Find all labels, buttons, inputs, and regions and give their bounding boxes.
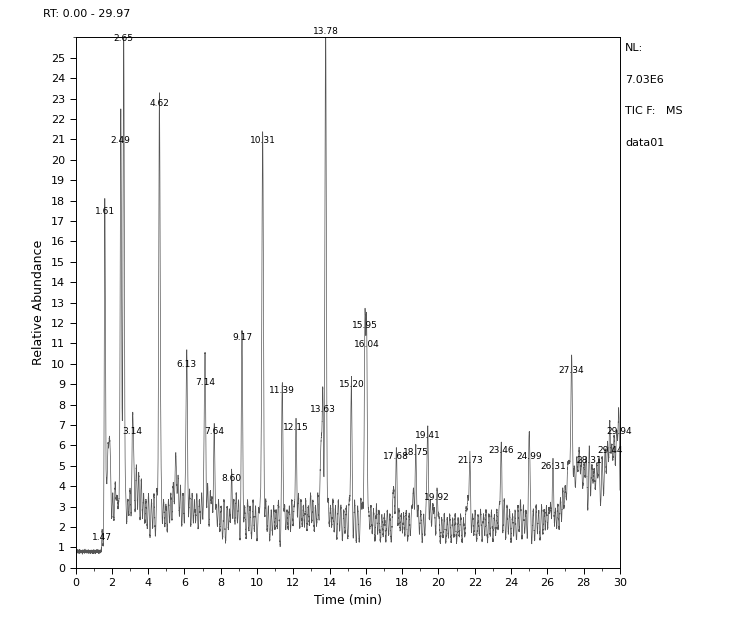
Text: 6.13: 6.13: [177, 360, 197, 369]
X-axis label: Time (min): Time (min): [314, 594, 382, 607]
Text: TIC F:   MS: TIC F: MS: [625, 107, 683, 117]
Text: 3.14: 3.14: [122, 427, 143, 436]
Text: 1.47: 1.47: [92, 534, 113, 542]
Text: 4.62: 4.62: [150, 99, 169, 108]
Text: 2.65: 2.65: [113, 34, 134, 42]
Text: 27.34: 27.34: [559, 366, 584, 375]
Text: 7.14: 7.14: [195, 378, 215, 388]
Text: 21.73: 21.73: [457, 456, 483, 465]
Text: 7.64: 7.64: [204, 427, 225, 436]
Text: NL:: NL:: [625, 43, 643, 53]
Text: 8.60: 8.60: [222, 474, 242, 483]
Text: 26.31: 26.31: [540, 462, 565, 471]
Text: 19.41: 19.41: [415, 431, 441, 441]
Text: 16.04: 16.04: [354, 339, 380, 349]
Text: 15.95: 15.95: [352, 321, 378, 330]
Text: 28.31: 28.31: [576, 456, 602, 465]
Text: 10.31: 10.31: [249, 135, 276, 145]
Text: 24.99: 24.99: [516, 452, 542, 461]
Text: 1.61: 1.61: [94, 207, 115, 216]
Text: 11.39: 11.39: [269, 386, 295, 396]
Text: 17.68: 17.68: [383, 452, 409, 461]
Text: 29.44: 29.44: [597, 446, 622, 455]
Text: 29.94: 29.94: [606, 427, 632, 436]
Y-axis label: Relative Abundance: Relative Abundance: [33, 240, 45, 365]
Text: 13.78: 13.78: [313, 27, 339, 36]
Text: data01: data01: [625, 139, 665, 149]
Text: 23.46: 23.46: [488, 446, 514, 455]
Text: 2.49: 2.49: [111, 135, 131, 145]
Text: 13.63: 13.63: [310, 405, 336, 414]
Text: 18.75: 18.75: [403, 447, 429, 457]
Text: RT: 0.00 - 29.97: RT: 0.00 - 29.97: [43, 9, 130, 19]
Text: 19.92: 19.92: [424, 492, 450, 502]
Text: 7.03E6: 7.03E6: [625, 75, 664, 85]
Text: 12.15: 12.15: [284, 423, 309, 432]
Text: 15.20: 15.20: [339, 381, 364, 389]
Text: 9.17: 9.17: [232, 333, 252, 343]
